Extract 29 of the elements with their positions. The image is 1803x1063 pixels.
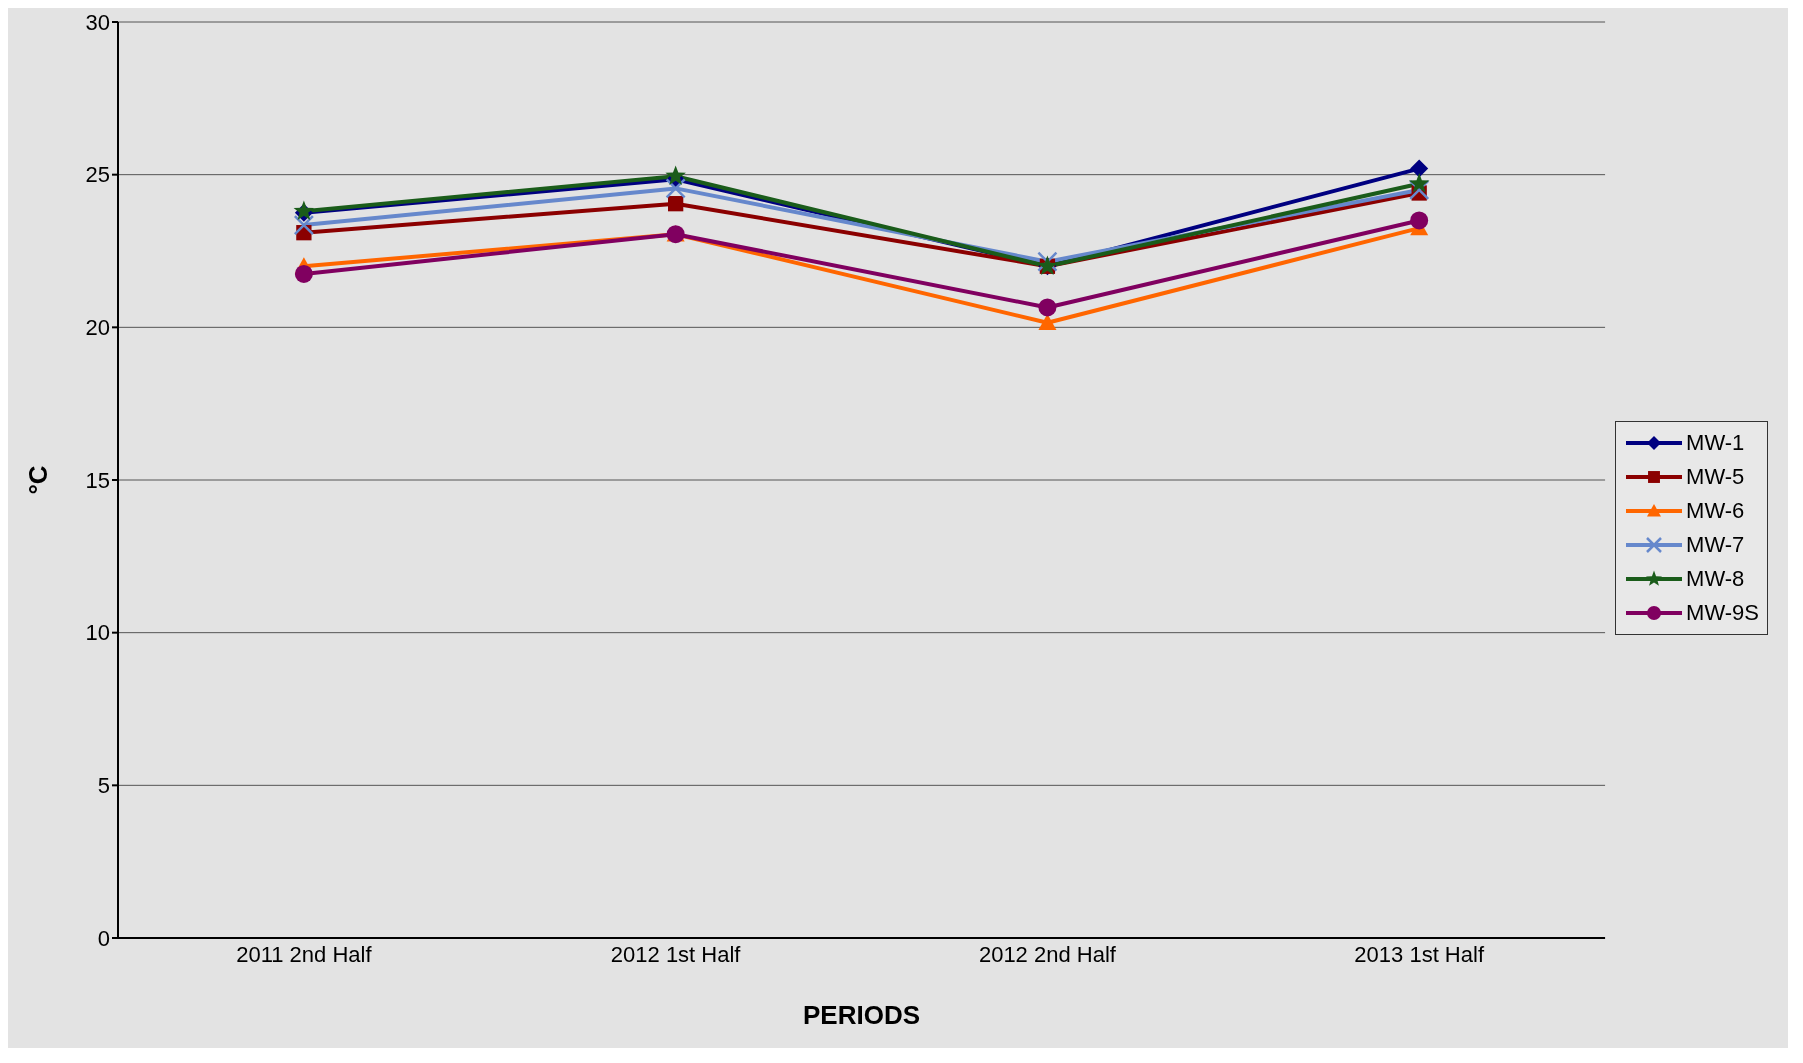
y-tick-label: 30 [85, 9, 110, 35]
point [294, 264, 313, 283]
point [1038, 298, 1057, 317]
point [668, 196, 684, 212]
legend-label: MW-5 [1686, 464, 1745, 490]
point [1410, 159, 1429, 178]
x-axis-title: PERIODS [803, 1000, 921, 1030]
legend-label: MW-9S [1686, 600, 1759, 626]
legend-label: MW-1 [1686, 430, 1745, 456]
y-tick-label: 10 [85, 620, 110, 646]
y-axis-title: °C [23, 465, 54, 495]
y-tick-label: 25 [85, 162, 110, 188]
y-tick-label: 15 [85, 467, 110, 493]
point [1408, 173, 1430, 193]
point [665, 165, 686, 185]
x-tick-label: 2011 2nd Half [236, 941, 373, 967]
x-tick-label: 2012 2nd Half [978, 941, 1117, 967]
point [1410, 211, 1429, 230]
y-tick-label: 0 [97, 925, 110, 951]
point [293, 214, 315, 236]
y-tick-label: 20 [85, 315, 110, 341]
legend-label: MW-8 [1686, 566, 1745, 592]
point [1408, 179, 1430, 201]
legend-label: MW-7 [1686, 532, 1745, 558]
legend-label: MW-6 [1686, 498, 1745, 524]
point [665, 178, 686, 199]
y-tick-label: 5 [97, 773, 110, 799]
x-tick-label: 2013 1st Half [1354, 941, 1485, 967]
x-tick-label: 2012 1st Half [610, 941, 742, 967]
